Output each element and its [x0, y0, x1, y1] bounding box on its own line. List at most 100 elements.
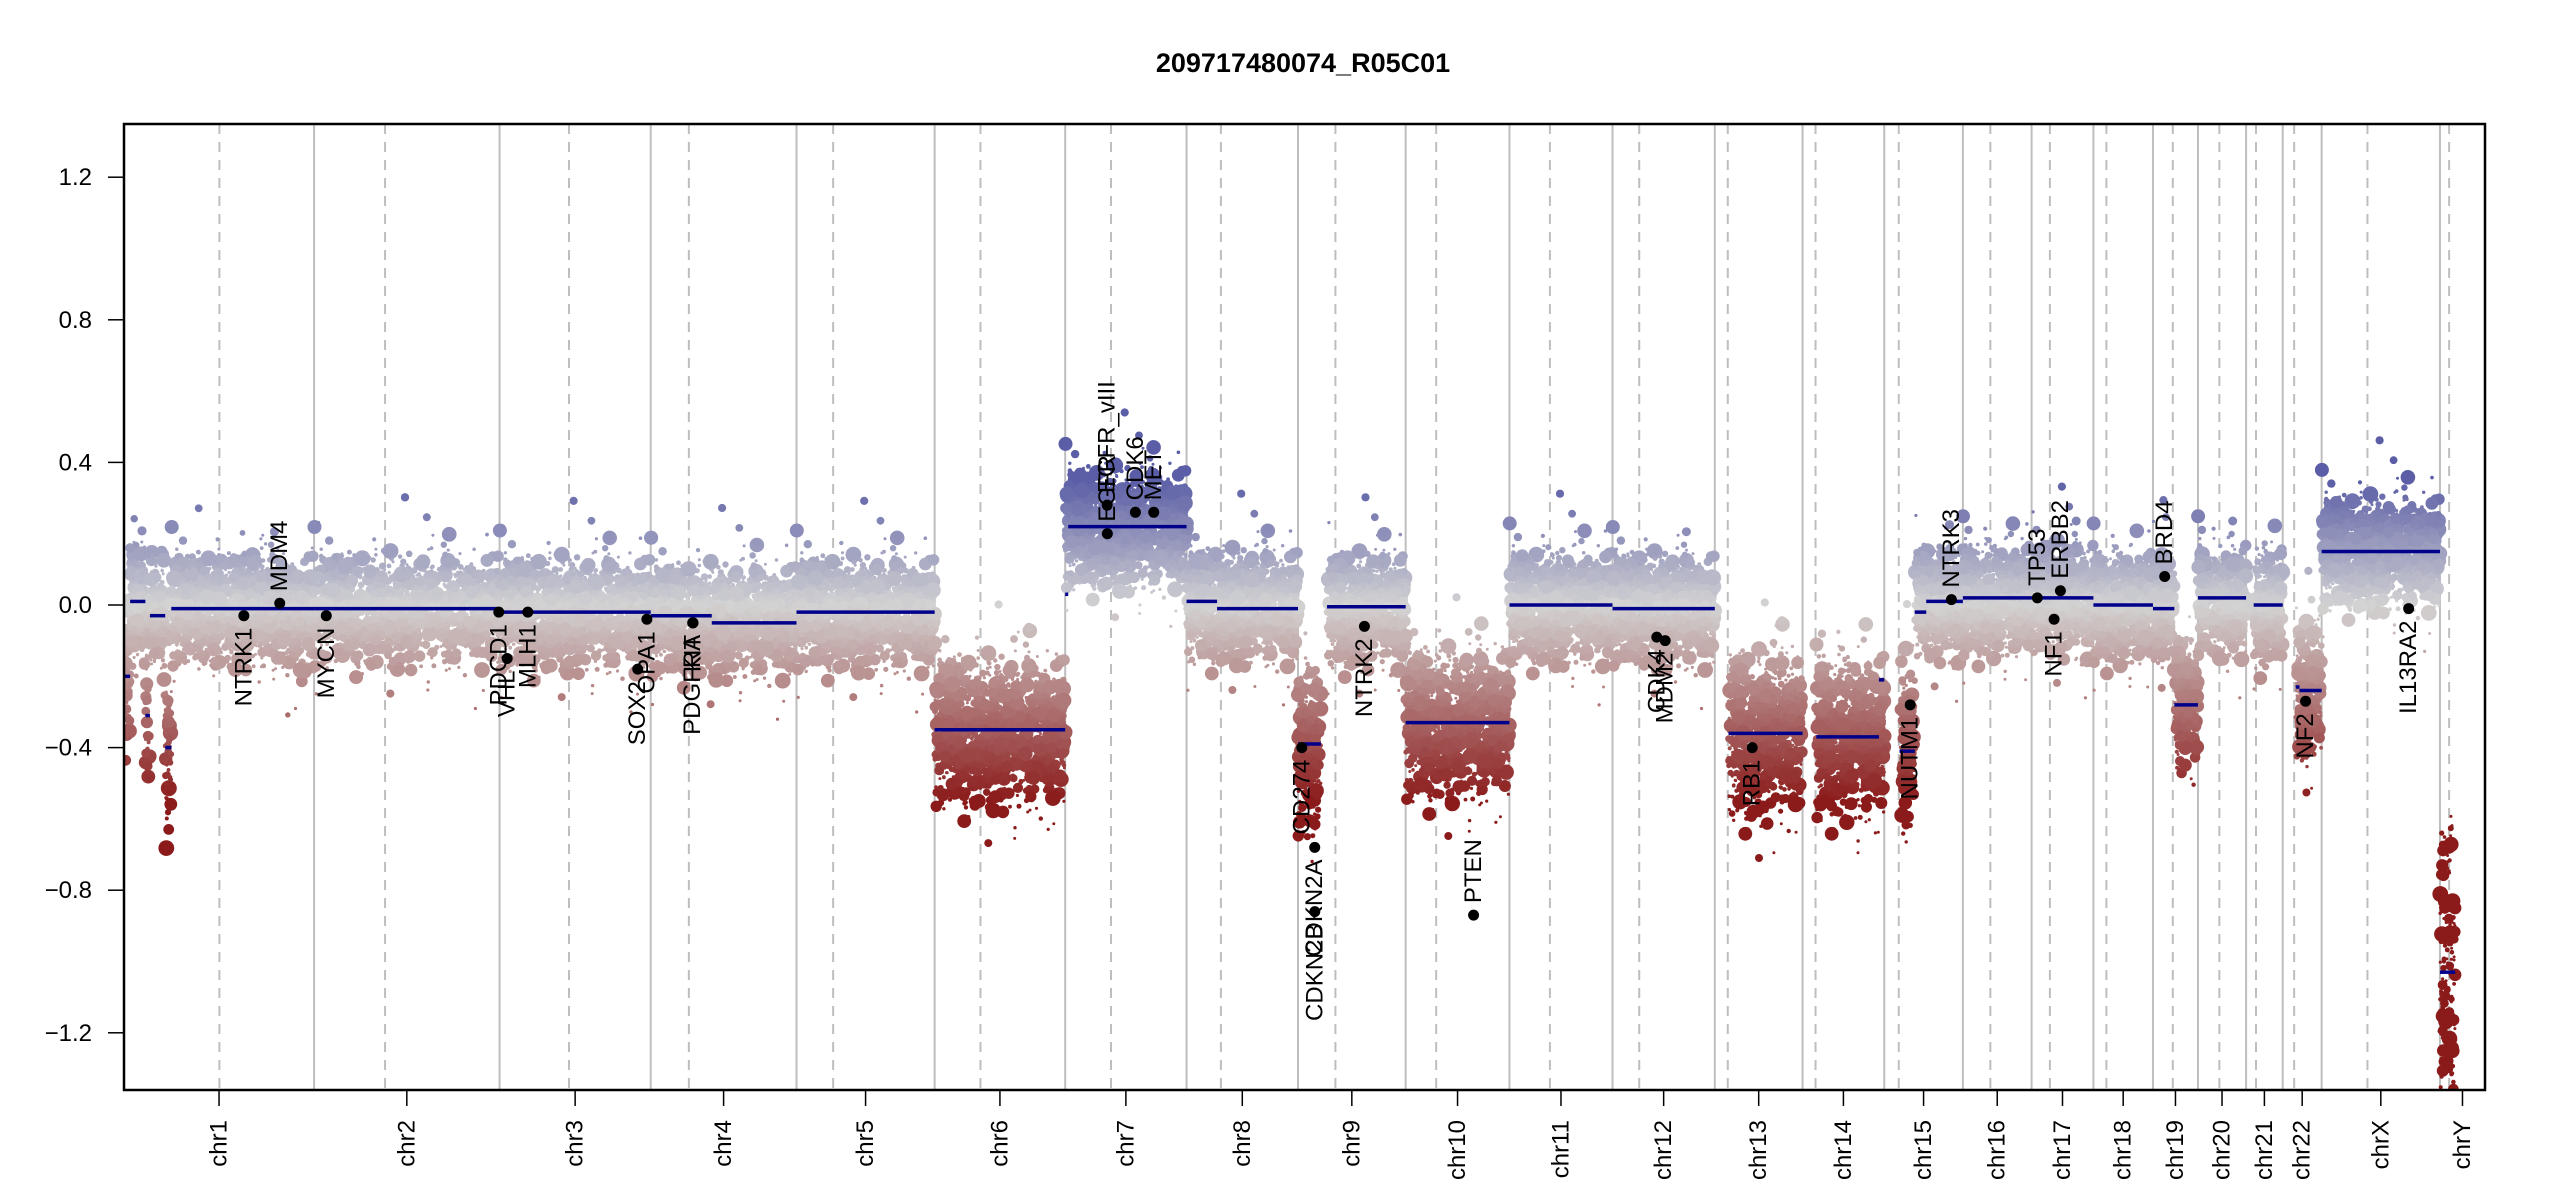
- bin-point: [462, 584, 468, 589]
- bin-point: [429, 565, 434, 570]
- bin-point: [350, 602, 354, 606]
- bin-point: [260, 611, 264, 616]
- bin-point: [404, 663, 418, 677]
- bin-point: [166, 674, 172, 680]
- bin-point: [291, 626, 296, 631]
- bin-point: [182, 639, 186, 643]
- bin-point: [174, 553, 180, 559]
- bin-point: [164, 797, 178, 811]
- bin-point: [164, 763, 168, 767]
- bin-point: [417, 572, 421, 577]
- bin-point: [382, 591, 386, 595]
- bin-point: [193, 644, 202, 653]
- bin-point: [261, 663, 267, 669]
- bin-point: [125, 543, 136, 553]
- bin-point: [325, 536, 334, 545]
- bin-point: [260, 569, 264, 574]
- bin-point: [210, 623, 222, 634]
- bin-point: [154, 639, 158, 644]
- bin-point: [214, 573, 221, 580]
- bin-point: [371, 596, 375, 600]
- bin-point: [260, 565, 264, 570]
- bin-point: [360, 672, 364, 676]
- bin-point: [448, 629, 463, 645]
- bin-point: [410, 586, 414, 590]
- bin-point: [168, 739, 172, 743]
- bin-point: [341, 554, 344, 558]
- bin-point: [259, 537, 263, 541]
- bin-point: [315, 588, 322, 595]
- bin-point: [372, 614, 376, 618]
- bin-point: [482, 560, 486, 565]
- bin-point: [157, 583, 161, 587]
- bin-point: [164, 809, 172, 816]
- bin-point: [132, 559, 137, 564]
- bin-point: [442, 571, 450, 579]
- bin-point: [185, 647, 191, 652]
- bin-point: [149, 642, 153, 646]
- bin-point: [129, 563, 133, 567]
- bin-point: [427, 547, 431, 551]
- bin-point: [153, 652, 160, 658]
- bin-point: [278, 630, 282, 634]
- bin-point: [473, 615, 477, 619]
- bin-point: [320, 577, 324, 581]
- bin-point: [302, 572, 306, 576]
- bin-point: [393, 566, 410, 583]
- bin-point: [492, 523, 507, 538]
- bin-point: [160, 658, 166, 663]
- bin-point: [208, 610, 212, 614]
- bin-point: [368, 585, 372, 589]
- bin-point: [440, 629, 445, 634]
- bin-point: [187, 564, 193, 570]
- bin-point: [260, 619, 264, 623]
- bin-point: [216, 638, 220, 642]
- bin-point: [296, 588, 300, 591]
- chart-title: 209717480074_R05C01: [1156, 48, 1450, 78]
- bin-point: [261, 533, 265, 537]
- bin-point: [220, 562, 228, 570]
- bin-point: [165, 705, 171, 711]
- bin-point: [462, 673, 468, 678]
- bin-point: [160, 568, 164, 572]
- bin-point: [422, 513, 431, 522]
- bin-point: [133, 673, 139, 679]
- bin-point: [446, 548, 450, 552]
- bin-point: [430, 656, 434, 660]
- bin-point: [228, 618, 236, 626]
- bin-point: [144, 654, 151, 661]
- bin-point: [426, 652, 430, 656]
- bin-point: [129, 662, 137, 670]
- bin-point: [201, 661, 207, 667]
- bin-point: [130, 721, 134, 725]
- bin-point: [172, 636, 176, 640]
- bin-point: [140, 716, 153, 729]
- bin-point: [387, 664, 391, 668]
- bin-point: [475, 634, 486, 645]
- bin-point: [351, 595, 357, 601]
- bin-point: [414, 627, 422, 634]
- bin-point: [130, 613, 145, 628]
- bin-point: [226, 551, 231, 556]
- bin-point: [223, 580, 226, 584]
- bin-point: [472, 566, 476, 570]
- bin-point: [456, 570, 460, 574]
- bin-point: [442, 582, 446, 587]
- bin-point: [188, 579, 193, 585]
- bin-point: [186, 659, 191, 664]
- bin-point: [310, 546, 314, 550]
- bin-point: [169, 651, 178, 660]
- bin-point: [167, 759, 174, 766]
- bin-point: [168, 591, 175, 598]
- bin-point: [458, 552, 462, 556]
- bin-point: [288, 603, 292, 607]
- bin-point: [366, 660, 377, 671]
- bin-point: [181, 635, 185, 639]
- bin-point: [166, 768, 171, 772]
- bin-point: [426, 688, 430, 692]
- bin-point: [163, 712, 168, 716]
- bin-point: [415, 578, 425, 587]
- bin-point: [129, 609, 133, 613]
- bin-point: [602, 545, 609, 552]
- bin-point: [390, 556, 394, 560]
